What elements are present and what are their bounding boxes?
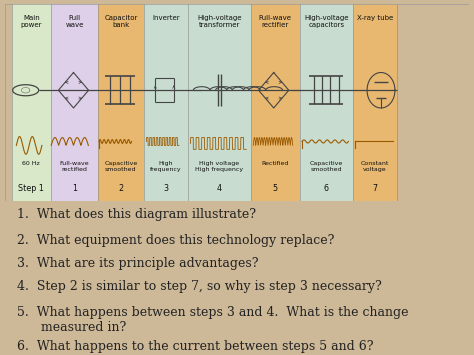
Text: Main
power: Main power [21,15,42,28]
Text: 5: 5 [273,184,278,193]
Text: 2.  What equipment does this technology replace?: 2. What equipment does this technology r… [17,234,334,247]
Text: Full
wave: Full wave [65,15,83,28]
Text: Inverter: Inverter [152,15,180,21]
Text: 2: 2 [118,184,123,193]
Text: 3: 3 [164,184,168,193]
Text: 4.  Step 2 is similar to step 7, so why is step 3 necessary?: 4. Step 2 is similar to step 7, so why i… [17,280,382,293]
Text: X-ray tube: X-ray tube [357,15,393,21]
Text: Constant
voltage: Constant voltage [361,161,389,172]
Text: 4: 4 [217,184,222,193]
Text: 6.  What happens to the current between steps 5 and 6?: 6. What happens to the current between s… [17,340,373,353]
Bar [51,4,98,201]
Text: Capacitive
smoothed: Capacitive smoothed [310,161,343,172]
Text: Capacitive
smoothed: Capacitive smoothed [104,161,137,172]
Text: Capacitor
bank: Capacitor bank [104,15,137,28]
Text: Step 1: Step 1 [18,184,44,193]
Text: 1.  What does this diagram illustrate?: 1. What does this diagram illustrate? [17,208,255,222]
Text: 5.  What happens between steps 3 and 4.  What is the change
      measured in?: 5. What happens between steps 3 and 4. W… [17,306,408,334]
Bar [98,4,144,201]
Text: 7: 7 [373,184,377,193]
Text: 3.  What are its principle advantages?: 3. What are its principle advantages? [17,257,258,270]
Text: 60 Hz: 60 Hz [22,161,40,166]
Bar [251,4,300,201]
Text: 6: 6 [324,184,328,193]
Bar [144,4,188,201]
Bar [300,4,353,201]
Bar [188,4,251,201]
Text: High-voltage
capacitors: High-voltage capacitors [304,15,349,28]
Text: Full-wave
rectified: Full-wave rectified [60,161,89,172]
Text: High-voltage
transformer: High-voltage transformer [197,15,242,28]
Text: Full-wave
rectifier: Full-wave rectifier [259,15,292,28]
Text: High
frequency: High frequency [150,161,182,172]
Text: 1: 1 [72,184,77,193]
Text: Rectified: Rectified [261,161,289,166]
Text: High voltage
High frequency: High voltage High frequency [195,161,244,172]
Bar [12,4,51,201]
Bar [353,4,397,201]
